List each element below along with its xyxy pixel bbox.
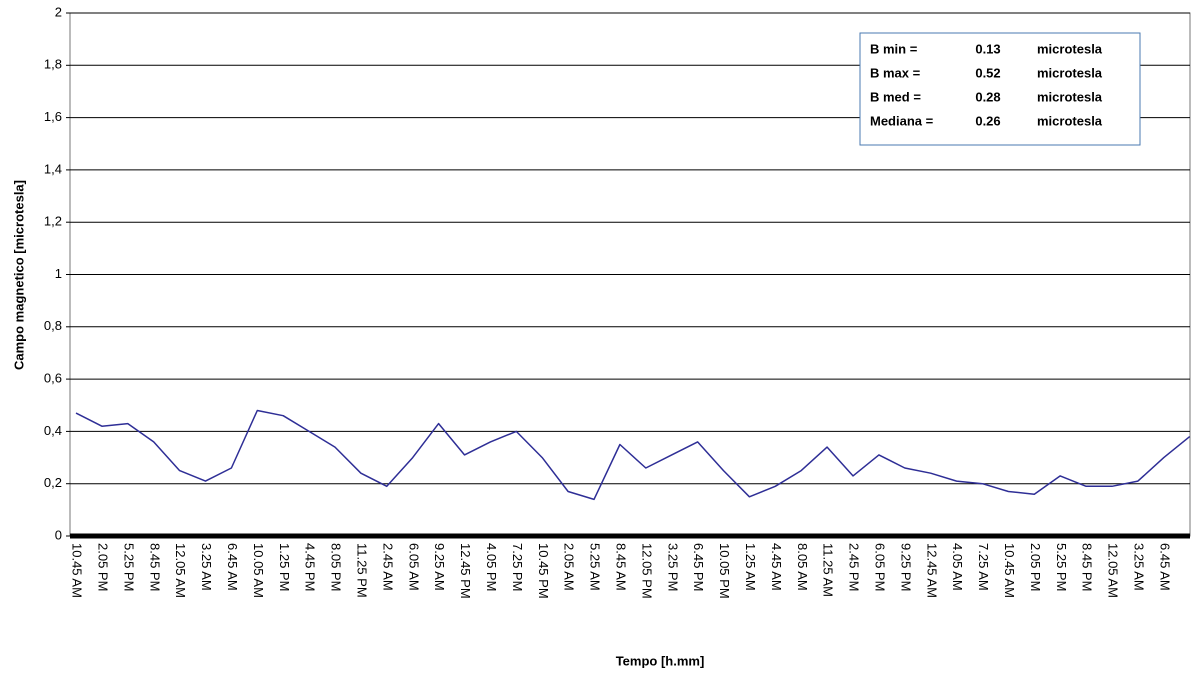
x-tick-label: 6.45 AM bbox=[1157, 543, 1172, 591]
y-tick-label: 0,8 bbox=[44, 318, 62, 333]
y-tick-label: 0,6 bbox=[44, 371, 62, 386]
x-tick-label: 10.45 AM bbox=[70, 543, 85, 598]
x-tick-label: 1.25 PM bbox=[277, 543, 292, 591]
x-tick-label: 8.45 PM bbox=[1080, 543, 1095, 591]
x-tick-label: 2.05 PM bbox=[1028, 543, 1043, 591]
y-tick-label: 0 bbox=[55, 527, 62, 542]
x-tick-label: 12.45 PM bbox=[458, 543, 473, 599]
x-tick-label: 5.25 AM bbox=[588, 543, 603, 591]
y-tick-label: 1,6 bbox=[44, 109, 62, 124]
x-tick-label: 8.05 AM bbox=[795, 543, 810, 591]
y-tick-label: 1,8 bbox=[44, 57, 62, 72]
x-tick-label: 6.45 AM bbox=[225, 543, 240, 591]
stats-value: 0.52 bbox=[975, 65, 1000, 80]
x-tick-label: 10.05 PM bbox=[717, 543, 732, 599]
x-tick-label: 4.05 PM bbox=[484, 543, 499, 591]
stats-box: B min = 0.13 microtesla B max = 0.52 microtes… bbox=[859, 32, 1141, 146]
stats-unit: microtesla bbox=[1037, 89, 1103, 104]
x-tick-label: 8.05 PM bbox=[329, 543, 344, 591]
x-tick-label: 2.45 PM bbox=[847, 543, 862, 591]
y-tick-label: 1 bbox=[55, 266, 62, 281]
stats-value: 0.13 bbox=[975, 41, 1000, 56]
x-tick-label: 2.45 AM bbox=[380, 543, 395, 591]
x-tick-label: 11.25 AM bbox=[821, 543, 836, 597]
stats-unit: microtesla bbox=[1037, 65, 1103, 80]
x-tick-label: 10.05 AM bbox=[251, 543, 266, 598]
data-line bbox=[75, 409, 1191, 501]
x-tick-label: 9.25 AM bbox=[432, 543, 447, 591]
x-tick-label: 2.05 AM bbox=[562, 543, 577, 591]
x-tick-label: 3.25 PM bbox=[665, 543, 680, 591]
x-tick-label: 4.45 PM bbox=[303, 543, 318, 591]
y-axis-title: Campo magnetico [microtesla] bbox=[11, 180, 26, 370]
x-axis-title: Tempo [h.mm] bbox=[616, 653, 705, 668]
x-tick-label: 4.05 AM bbox=[950, 543, 965, 591]
x-tick-label: 8.45 AM bbox=[613, 543, 628, 591]
x-tick-label: 7.25 PM bbox=[510, 543, 525, 591]
x-tick-label: 9.25 PM bbox=[898, 543, 913, 591]
x-tick-label: 12.05 PM bbox=[639, 543, 654, 599]
x-tick-label: 6.05 PM bbox=[872, 543, 887, 591]
y-tick-label: 1,2 bbox=[44, 214, 62, 229]
stats-label: Mediana = bbox=[870, 113, 934, 128]
x-tick-label: 10.45 AM bbox=[1002, 543, 1017, 598]
stats-value: 0.26 bbox=[975, 113, 1000, 128]
x-tick-label: 8.45 PM bbox=[147, 543, 162, 591]
stats-unit: microtesla bbox=[1037, 113, 1103, 128]
y-tick-label: 2 bbox=[55, 4, 62, 19]
stats-label: B med = bbox=[870, 89, 921, 104]
x-tick-label: 6.05 AM bbox=[406, 543, 421, 591]
x-tick-label: 12.05 AM bbox=[173, 543, 188, 598]
y-tick-label: 0,4 bbox=[44, 423, 62, 438]
x-tick-label: 11.25 PM bbox=[354, 543, 369, 598]
x-tick-label: 4.45 AM bbox=[769, 543, 784, 591]
x-tick-label: 6.45 PM bbox=[691, 543, 706, 591]
stats-label: B max = bbox=[870, 65, 921, 80]
y-tick-label: 1,4 bbox=[44, 161, 62, 176]
x-tick-label: 3.25 AM bbox=[199, 543, 214, 591]
x-tick-label: 1.25 AM bbox=[743, 543, 758, 591]
x-tick-label: 5.25 PM bbox=[1054, 543, 1069, 591]
x-tick-label: 7.25 AM bbox=[976, 543, 991, 591]
x-tick-label: 12.05 AM bbox=[1106, 543, 1121, 598]
stats-label: B min = bbox=[870, 41, 918, 56]
stats-box-frame bbox=[859, 32, 1141, 146]
x-tick-label: 3.25 AM bbox=[1131, 543, 1146, 591]
x-tick-label: 12.45 AM bbox=[924, 543, 939, 598]
x-tick-label: 2.05 PM bbox=[95, 543, 110, 591]
stats-value: 0.28 bbox=[975, 89, 1000, 104]
stats-unit: microtesla bbox=[1037, 41, 1103, 56]
y-tick-label: 0,2 bbox=[44, 475, 62, 490]
x-tick-label: 5.25 PM bbox=[121, 543, 136, 591]
x-tick-label: 10.45 PM bbox=[536, 543, 551, 599]
